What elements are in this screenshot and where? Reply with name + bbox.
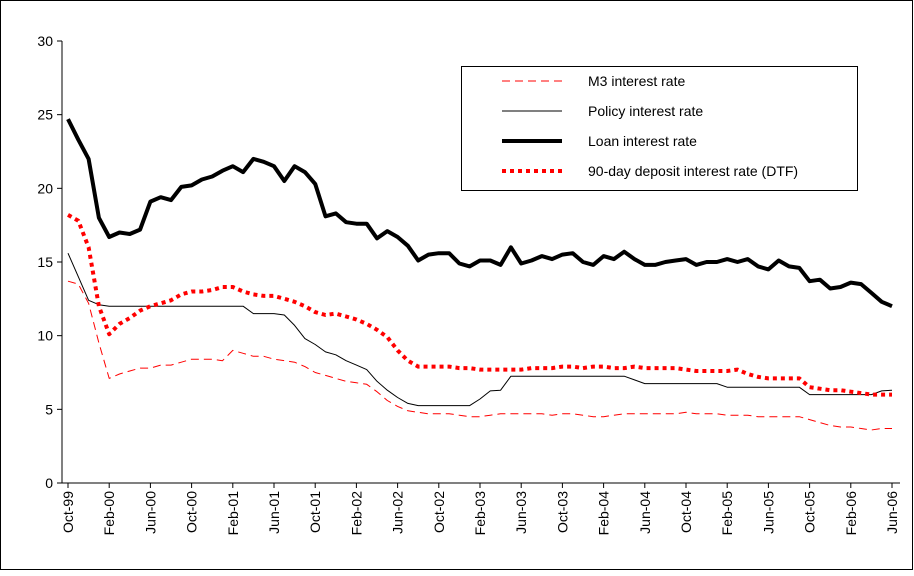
x-tick-label: Feb-02 (348, 491, 364, 536)
y-tick-label: 5 (45, 401, 53, 417)
x-tick-label: Jun-01 (266, 491, 282, 534)
y-tick-label: 20 (37, 180, 53, 196)
x-tick-label: Feb-00 (101, 491, 117, 536)
x-tick-label: Oct-99 (60, 491, 76, 533)
x-tick-label: Oct-01 (307, 491, 323, 533)
legend-label: M3 interest rate (588, 73, 685, 89)
y-tick-label: 10 (37, 328, 53, 344)
series-line (67, 252, 893, 407)
x-tick-label: Jun-04 (637, 491, 653, 534)
y-tick-label: 25 (37, 107, 53, 123)
x-tick-label: Oct-02 (431, 491, 447, 533)
legend-label: 90-day deposit interest rate (DTF) (588, 163, 798, 179)
x-tick-label: Feb-03 (472, 491, 488, 536)
y-tick-label: 0 (45, 475, 53, 491)
x-tick-label: Jun-00 (142, 491, 158, 534)
x-tick-label: Feb-01 (225, 491, 241, 536)
x-tick-label: Oct-05 (802, 491, 818, 533)
legend-label: Policy interest rate (588, 103, 703, 119)
x-tick-label: Oct-04 (678, 491, 694, 533)
x-tick-label: Jun-06 (884, 491, 900, 534)
x-tick-label: Oct-00 (184, 491, 200, 533)
legend-label: Loan interest rate (588, 133, 697, 149)
series-line (67, 280, 892, 431)
x-tick-label: Feb-05 (719, 491, 735, 536)
x-tick-label: Jun-02 (390, 491, 406, 534)
y-tick-label: 30 (37, 33, 53, 49)
y-tick-label: 15 (37, 254, 53, 270)
x-tick-label: Feb-04 (596, 491, 612, 536)
series-line (67, 213, 892, 397)
x-tick-label: Jun-03 (513, 491, 529, 534)
x-tick-label: Oct-03 (554, 491, 570, 533)
x-tick-label: Jun-05 (760, 491, 776, 534)
x-tick-label: Feb-06 (843, 491, 859, 536)
series-line (66, 118, 893, 309)
